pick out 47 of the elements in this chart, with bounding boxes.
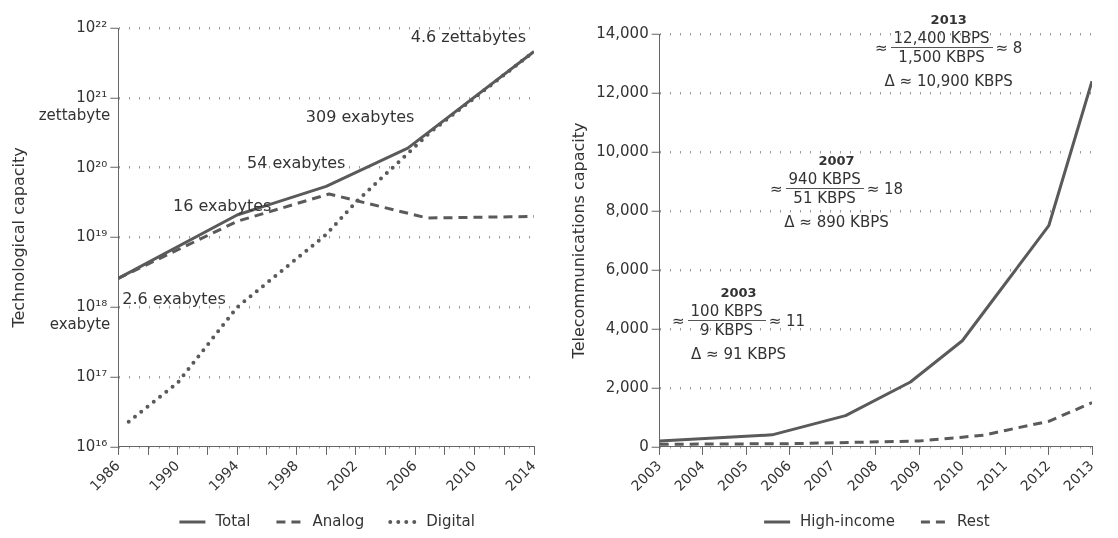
y-tick-label: 8,000: [605, 200, 649, 219]
annotation: 4.6 zettabytes: [410, 26, 526, 46]
annotation: 2003: [719, 285, 758, 300]
text: 2013: [929, 12, 968, 27]
y-axis-title: Technological capacity: [8, 147, 28, 329]
annotation: 51 KBPS: [793, 189, 856, 207]
text: exabyte: [49, 315, 111, 334]
y-tick-label: 10¹⁶: [76, 436, 108, 455]
annotation: 16 exabytes: [173, 196, 272, 216]
y-tick-label: 10²⁰: [76, 157, 108, 176]
legend-label: Rest: [956, 511, 990, 530]
annotation: 100 KBPS: [687, 302, 766, 321]
annotation: ≈ 18: [866, 179, 904, 198]
y-tick-label: 10¹⁹: [76, 227, 108, 246]
y-tick-label: 12,000: [596, 82, 649, 101]
annotation: 1,500 KBPS: [898, 48, 985, 66]
text: zettabyte: [38, 105, 111, 124]
annotation: 54 exabytes: [246, 153, 346, 173]
y-tick-label: 10,000: [596, 141, 649, 160]
annotation: 309 exabytes: [305, 106, 415, 126]
y-tick-label: 0: [639, 436, 649, 455]
annotation: 2.6 exabytes: [122, 289, 226, 309]
y-tick-label: 10²²: [76, 17, 108, 36]
annotation: Δ ≈ 10,900 KBPS: [883, 72, 1014, 90]
legend-label: Analog: [312, 511, 365, 530]
y-tick-label: 10¹⁸: [76, 297, 108, 316]
annotation: Δ ≈ 91 KBPS: [690, 345, 787, 363]
y-tick-label: 10¹⁷: [76, 367, 108, 385]
y-tick-label: 14,000: [596, 23, 649, 42]
annotation: ≈: [875, 38, 888, 57]
y-axis-title: Telecommunications capacity: [568, 122, 588, 360]
annotation: ≈ 11: [768, 311, 806, 330]
y-tick-label: 6,000: [605, 259, 649, 278]
legend-label: Digital: [426, 511, 475, 530]
annotation: ≈: [770, 179, 783, 198]
annotation: ≈: [672, 311, 685, 330]
annotation: ≈ 8: [995, 38, 1023, 57]
annotation: 2007: [817, 153, 856, 168]
annotation: Δ ≈ 890 KBPS: [783, 213, 890, 231]
y-tick-label: 4,000: [605, 318, 649, 337]
y-tick-label: 2,000: [605, 377, 649, 396]
annotation: 940 KBPS: [785, 170, 864, 189]
legend-label: Total: [214, 511, 251, 530]
legend-label: High-income: [800, 511, 895, 530]
annotation: 9 KBPS: [700, 321, 754, 339]
y-tick-label: 10²¹: [76, 87, 108, 106]
annotation: 12,400 KBPS: [890, 29, 993, 48]
